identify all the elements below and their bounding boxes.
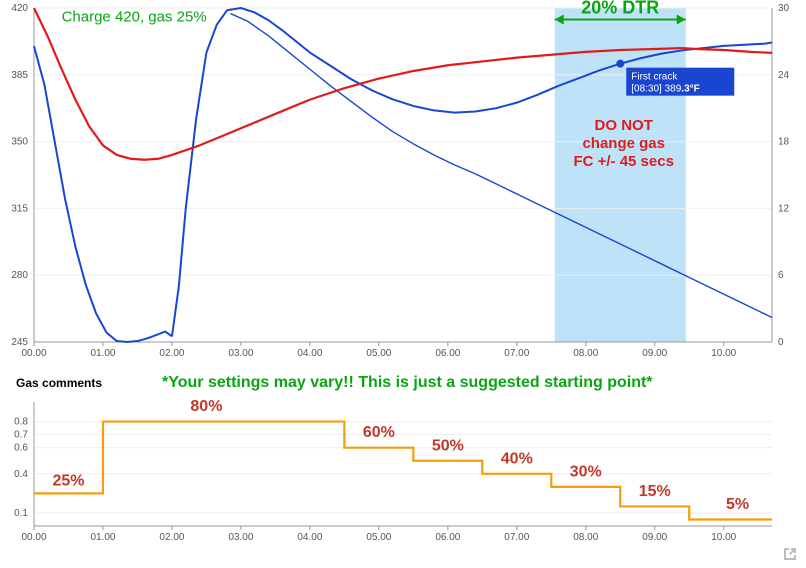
svg-text:05.00: 05.00 — [366, 348, 391, 359]
svg-text:02.00: 02.00 — [159, 348, 184, 359]
svg-text:6: 6 — [778, 270, 784, 281]
svg-text:03.00: 03.00 — [228, 348, 253, 359]
svg-text:10.00: 10.00 — [711, 532, 736, 543]
gas-step-label: 50% — [432, 437, 464, 454]
svg-text:[08:30] 389.3°F: [08:30] 389.3°F — [631, 84, 700, 95]
gas-step-chart: 0.1 0.4 0.6 0.7 0.8 00.00 01.00 02.00 03.00 04.00… — [0, 394, 806, 554]
svg-text:0.4: 0.4 — [14, 469, 28, 480]
svg-text:18: 18 — [778, 137, 790, 148]
svg-text:08.00: 08.00 — [573, 348, 598, 359]
svg-text:First crack: First crack — [631, 72, 678, 83]
roast-chart-container: { "top_chart": { "type": "line", "width"… — [0, 0, 806, 568]
svg-text:05.00: 05.00 — [366, 532, 391, 543]
svg-text:350: 350 — [11, 137, 28, 148]
gas-step-label: 5% — [726, 496, 749, 513]
gas-step-label: 80% — [190, 398, 222, 415]
gas-step-label: 40% — [501, 450, 533, 467]
do-not-change-gas-label: DO NOT — [595, 117, 653, 134]
temperature-chart: 245 280 315 350 385 420 0 6 12 18 24 30 00.00 01.00 02… — [0, 0, 806, 370]
svg-text:245: 245 — [11, 337, 28, 348]
gas-step-label: 25% — [52, 473, 84, 490]
dtr-label: 20% DTR — [581, 0, 659, 17]
do-not-change-gas-label: FC +/- 45 secs — [573, 153, 673, 170]
svg-text:00.00: 00.00 — [21, 532, 46, 543]
svg-text:30: 30 — [778, 3, 790, 14]
gas-step-label: 30% — [570, 463, 602, 480]
svg-text:01.00: 01.00 — [90, 532, 115, 543]
svg-text:07.00: 07.00 — [504, 532, 529, 543]
svg-text:09.00: 09.00 — [642, 532, 667, 543]
svg-text:0.6: 0.6 — [14, 443, 28, 454]
svg-text:10.00: 10.00 — [711, 348, 736, 359]
svg-text:315: 315 — [11, 203, 28, 214]
bean-temp-line-start — [34, 46, 172, 342]
svg-text:06.00: 06.00 — [435, 532, 460, 543]
svg-text:420: 420 — [11, 3, 28, 14]
gas-step-label: 60% — [363, 424, 395, 441]
svg-text:0.1: 0.1 — [14, 508, 28, 519]
svg-text:0.7: 0.7 — [14, 430, 28, 441]
do-not-change-gas-label: change gas — [582, 135, 665, 152]
gas-comments-label: Gas comments — [16, 376, 102, 390]
svg-text:0: 0 — [778, 337, 784, 348]
svg-text:07.00: 07.00 — [504, 348, 529, 359]
svg-text:00.00: 00.00 — [21, 348, 46, 359]
svg-text:08.00: 08.00 — [573, 532, 598, 543]
charge-label: Charge 420, gas 25% — [62, 8, 207, 25]
svg-text:0.8: 0.8 — [14, 417, 28, 428]
dtr-shade — [555, 8, 686, 342]
svg-text:24: 24 — [778, 70, 790, 81]
gas-step-line — [34, 422, 772, 520]
export-icon — [782, 546, 798, 562]
svg-text:280: 280 — [11, 270, 28, 281]
svg-text:03.00: 03.00 — [228, 532, 253, 543]
svg-text:02.00: 02.00 — [159, 532, 184, 543]
svg-text:04.00: 04.00 — [297, 348, 322, 359]
svg-text:04.00: 04.00 — [297, 532, 322, 543]
settings-note: *Your settings may vary!! This is just a… — [162, 374, 652, 392]
first-crack-marker — [616, 60, 624, 68]
svg-text:01.00: 01.00 — [90, 348, 115, 359]
svg-text:09.00: 09.00 — [642, 348, 667, 359]
svg-text:06.00: 06.00 — [435, 348, 460, 359]
gas-step-label: 15% — [639, 483, 671, 500]
svg-text:385: 385 — [11, 70, 28, 81]
svg-text:12: 12 — [778, 203, 790, 214]
